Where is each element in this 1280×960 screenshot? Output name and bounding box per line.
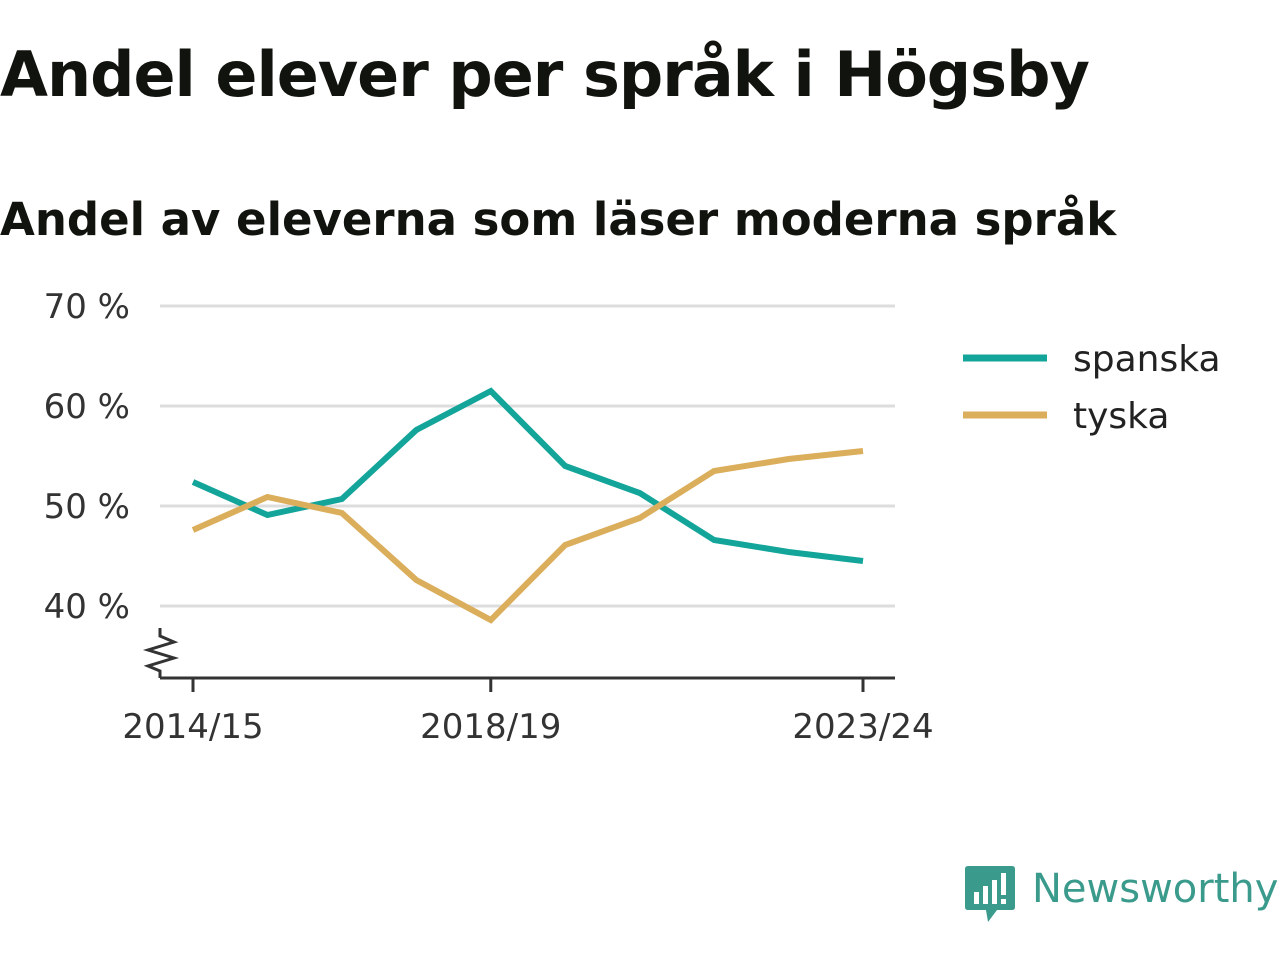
newsworthy-logo: Newsworthy	[964, 864, 1278, 926]
y-tick-label: 60 %	[44, 387, 130, 427]
x-tick-label: 2023/24	[792, 707, 933, 747]
chart-title: Andel elever per språk i Högsby	[0, 38, 1090, 111]
newsworthy-bar-chart-logo-icon	[965, 866, 1015, 922]
grid-lines	[160, 304, 895, 608]
y-tick-label: 40 %	[44, 587, 130, 627]
x-tick-label: 2018/19	[420, 707, 561, 747]
y-axis-break	[142, 628, 180, 678]
brand-name: Newsworthy	[1032, 866, 1279, 912]
legend-label-spanska: spanska	[1073, 339, 1221, 380]
series-line-spanska	[191, 387, 864, 564]
legend: spanska tyska	[963, 339, 1221, 437]
y-tick-label: 70 %	[44, 287, 130, 327]
legend-label-tyska: tyska	[1073, 396, 1169, 437]
axes: 40 % 50 % 60 % 70 % 2014/15 2018/19 2023/24	[44, 287, 934, 747]
series-lines	[191, 387, 864, 624]
series-line-tyska	[191, 448, 864, 624]
chart-subtitle: Andel av eleverna som läser moderna språ…	[0, 193, 1117, 246]
y-tick-label: 50 %	[44, 487, 130, 527]
x-tick-label: 2014/15	[122, 707, 263, 747]
